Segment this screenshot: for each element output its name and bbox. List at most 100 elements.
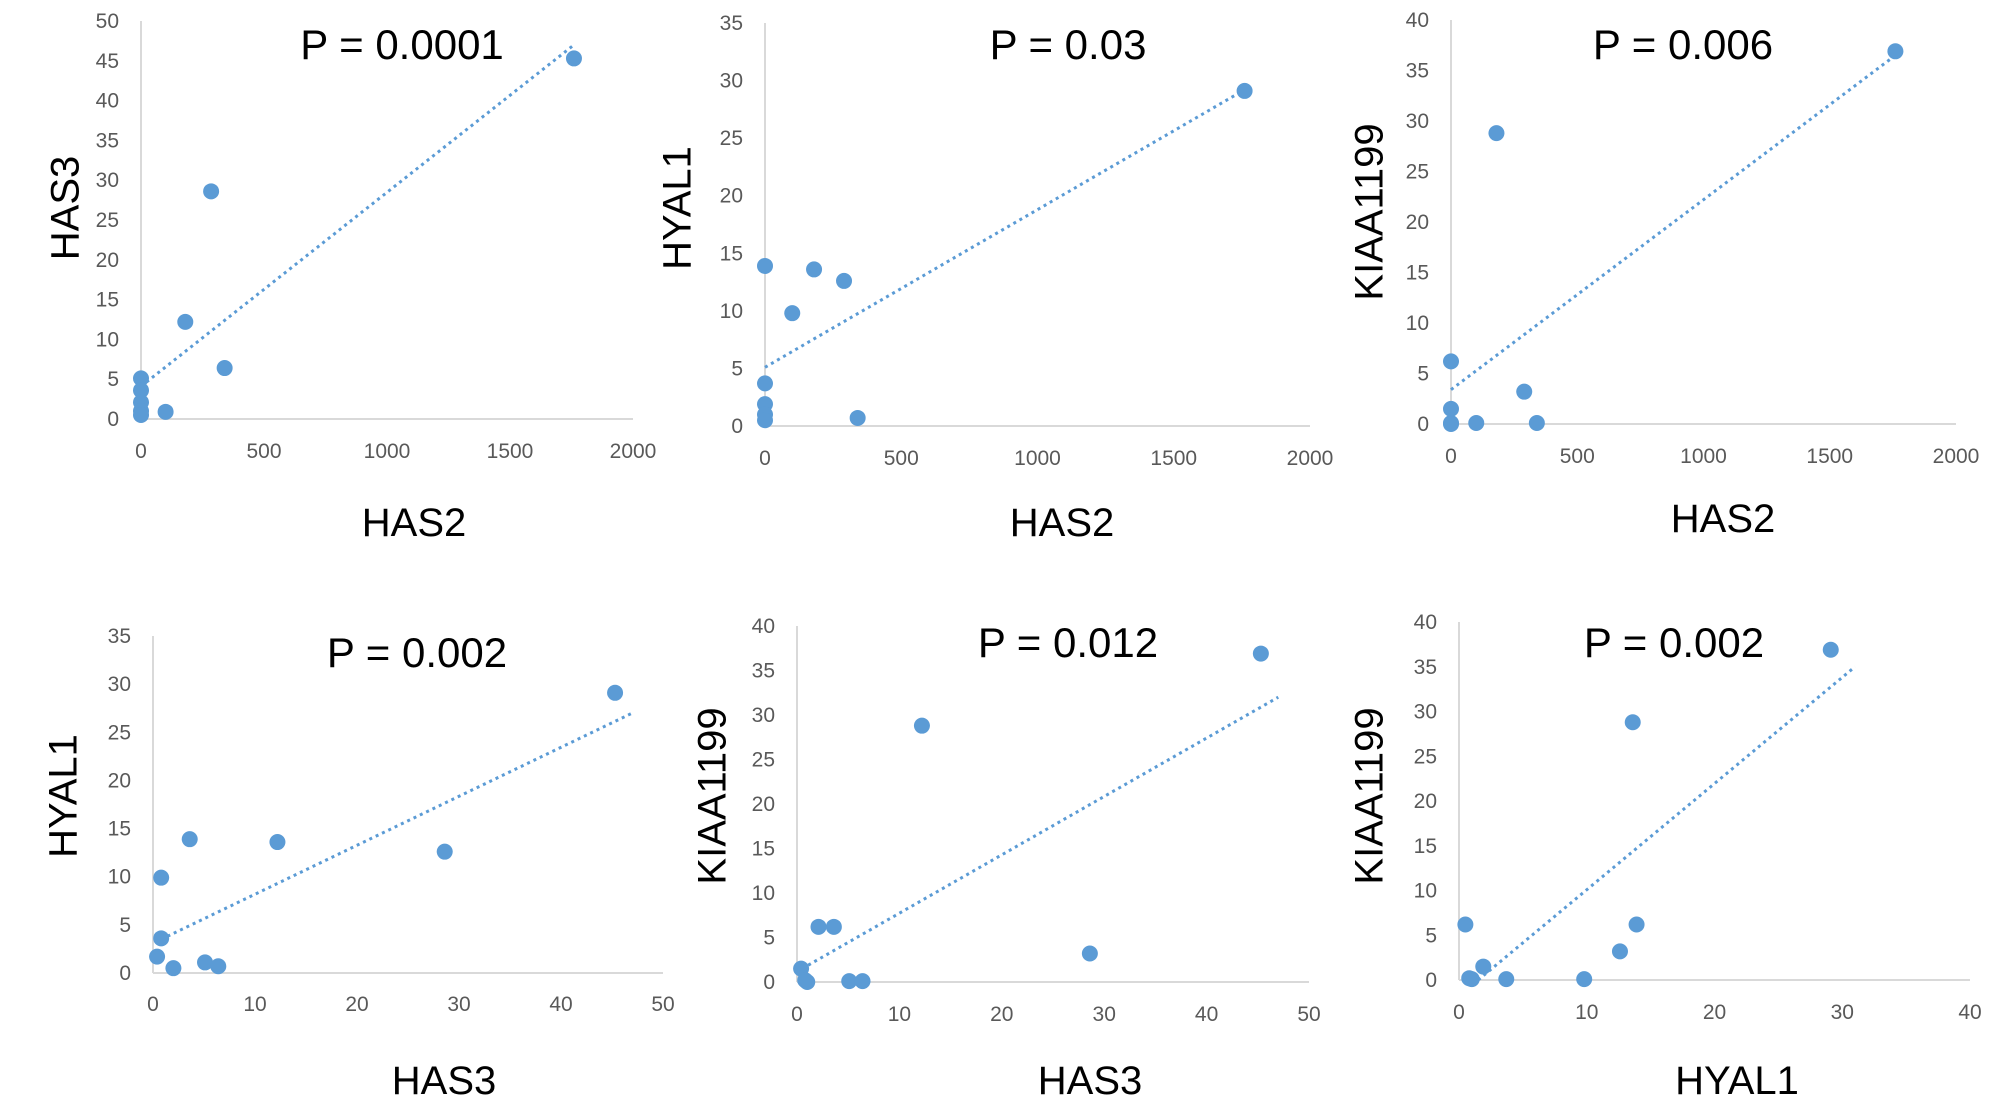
- data-point: [1236, 82, 1253, 99]
- data-point: [799, 974, 816, 990]
- data-point: [806, 261, 823, 278]
- data-point: [1528, 414, 1545, 431]
- data-point: [757, 375, 773, 392]
- x-tick-label: 1000: [364, 440, 411, 463]
- y-tick-label: 40: [1406, 9, 1429, 32]
- data-point: [757, 257, 773, 274]
- y-tick-label: 35: [108, 625, 131, 648]
- y-tick-label: 10: [752, 882, 775, 905]
- y-tick-label: 30: [1414, 701, 1437, 724]
- y-axis-label: HYAL1: [656, 146, 700, 270]
- x-tick-label: 1500: [1150, 447, 1197, 470]
- x-tick-label: 30: [1093, 1003, 1116, 1026]
- y-tick-label: 0: [1425, 969, 1437, 992]
- data-point: [133, 370, 149, 387]
- data-point: [1516, 383, 1533, 400]
- y-tick-label: 10: [1414, 880, 1437, 903]
- panel-title: P = 0.006: [1593, 21, 1773, 68]
- x-tick-label: 30: [447, 993, 470, 1016]
- x-tick-label: 40: [1195, 1003, 1218, 1026]
- x-tick-label: 2000: [1933, 445, 1980, 468]
- scatter-panel-5: 0 5 10 15 20 25 30 35 40 0 10 20 30 40 50 P = 0.012 HAS3…: [691, 615, 1321, 1103]
- data-point: [757, 412, 773, 429]
- y-tick-label: 45: [96, 50, 119, 73]
- data-point: [133, 382, 149, 399]
- data-point: [810, 918, 827, 935]
- y-tick-label: 15: [108, 818, 131, 841]
- data-point: [1611, 943, 1628, 960]
- x-axis-label: HAS2: [362, 501, 467, 545]
- data-point: [841, 973, 858, 990]
- x-tick-label: 0: [135, 440, 147, 463]
- y-tick-label: 30: [108, 673, 131, 696]
- data-point: [210, 958, 227, 975]
- data-point: [157, 403, 174, 420]
- y-tick-label: 20: [96, 249, 119, 272]
- data-point: [153, 930, 170, 947]
- trend-line: [764, 88, 1246, 369]
- x-tick-label: 0: [147, 993, 159, 1016]
- x-tick-label: 20: [990, 1003, 1013, 1026]
- data-point: [784, 305, 801, 322]
- y-tick-label: 40: [96, 90, 119, 113]
- y-tick-label: 10: [96, 328, 119, 351]
- x-tick-label: 0: [1453, 1001, 1465, 1024]
- data-point: [197, 954, 214, 971]
- y-tick-label: 25: [1414, 745, 1437, 768]
- data-point: [1443, 400, 1459, 417]
- data-point: [1252, 645, 1269, 662]
- data-point: [1624, 714, 1641, 731]
- y-tick-label: 10: [720, 300, 743, 323]
- trend-line: [140, 43, 575, 388]
- x-tick-label: 0: [791, 1003, 803, 1026]
- panel-title: P = 0.03: [990, 21, 1147, 68]
- y-tick-label: 0: [107, 408, 119, 431]
- y-tick-label: 35: [1414, 656, 1437, 679]
- y-tick-label: 5: [119, 914, 131, 937]
- y-tick-label: 10: [1406, 312, 1429, 335]
- y-tick-label: 20: [720, 185, 743, 208]
- data-point: [1822, 641, 1839, 658]
- y-tick-label: 20: [1406, 211, 1429, 234]
- y-tick-label: 30: [720, 70, 743, 93]
- data-point: [181, 831, 198, 848]
- data-point: [165, 960, 182, 977]
- y-tick-label: 20: [1414, 790, 1437, 813]
- y-tick-label: 25: [96, 209, 119, 232]
- x-tick-label: 10: [888, 1003, 911, 1026]
- y-tick-label: 35: [96, 129, 119, 152]
- y-axis-label: HYAL1: [42, 734, 86, 858]
- y-tick-label: 40: [752, 615, 775, 638]
- y-tick-label: 15: [720, 242, 743, 265]
- y-tick-label: 30: [1406, 110, 1429, 133]
- x-tick-label: 0: [1445, 445, 1457, 468]
- y-tick-label: 50: [96, 10, 119, 33]
- y-tick-label: 0: [119, 962, 131, 985]
- data-point: [153, 869, 170, 886]
- scatter-panel-3: 0 5 10 15 20 25 30 35 40 0 500 1000 1500 2000 P = 0.00…: [1348, 9, 1980, 541]
- data-point: [177, 313, 194, 330]
- x-tick-label: 40: [549, 993, 572, 1016]
- x-tick-label: 2000: [1287, 447, 1334, 470]
- scatter-panel-6: 0 5 10 15 20 25 30 35 40 0 10 20 30 40 P = 0.002 HYAL1 K…: [1348, 611, 1982, 1103]
- data-point: [1468, 414, 1485, 431]
- x-axis-label: HYAL1: [1675, 1059, 1799, 1103]
- y-tick-label: 5: [1425, 924, 1437, 947]
- x-tick-label: 10: [1575, 1001, 1598, 1024]
- trend-line: [801, 695, 1280, 970]
- scatter-panel-2: 0 5 10 15 20 25 30 35 0 500 1000 1500 2000 P = 0.03 HA…: [656, 12, 1334, 545]
- x-tick-label: 1500: [487, 440, 534, 463]
- data-point: [1887, 43, 1904, 60]
- y-tick-label: 20: [108, 769, 131, 792]
- data-point: [1443, 416, 1459, 432]
- x-axis-label: HAS3: [1038, 1059, 1143, 1103]
- x-tick-label: 30: [1831, 1001, 1854, 1024]
- data-point: [849, 409, 866, 426]
- y-tick-label: 15: [1414, 835, 1437, 858]
- y-tick-label: 25: [752, 749, 775, 772]
- y-tick-label: 35: [752, 660, 775, 683]
- data-point: [1498, 971, 1515, 988]
- y-tick-label: 25: [720, 127, 743, 150]
